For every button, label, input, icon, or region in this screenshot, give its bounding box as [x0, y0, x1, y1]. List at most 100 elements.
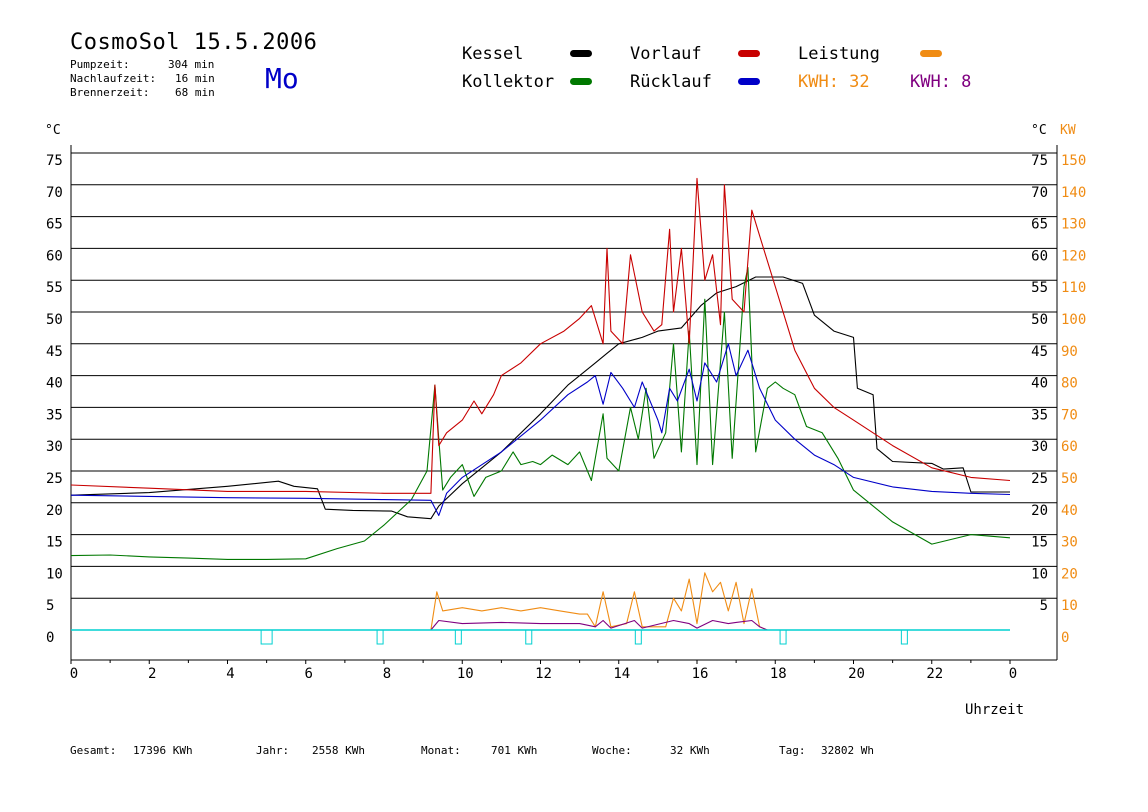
y-left-tick-label: 75: [46, 153, 63, 169]
x-tick-label: 6: [305, 666, 313, 682]
y-right-tick-label: 70: [1031, 185, 1048, 201]
legend-kollektor-label: Kollektor: [462, 72, 555, 92]
x-tick-label: 8: [383, 666, 391, 682]
stat-nachlaufzeit-label: Nachlaufzeit:: [70, 72, 157, 85]
y-right-tick-label: 5: [1040, 598, 1048, 614]
y-right2-tick-label: 110: [1061, 280, 1086, 296]
series-line-kwh-8: [430, 619, 768, 631]
chart-series: [70, 177, 1011, 631]
legend-leistung-label: Leistung: [798, 44, 880, 64]
x-tick-label: 10: [457, 666, 474, 682]
y-left-tick-label: 60: [46, 248, 63, 264]
chart-markers: [71, 629, 1010, 645]
y-right2-tick-label: 100: [1061, 312, 1086, 328]
y-right-tick-label: 10: [1031, 566, 1048, 582]
footer-gesamt-value: 17396 KWh: [133, 744, 193, 757]
footer-jahr-label: Jahr:: [256, 744, 290, 757]
y-right-tick-label: 30: [1031, 439, 1048, 455]
y-right2-tick-label: 10: [1061, 598, 1078, 614]
y-left-tick-label: 40: [46, 376, 63, 392]
y-right-unit: °C: [1031, 123, 1047, 138]
y-right-tick-label: 60: [1031, 248, 1048, 264]
pump-marker: [454, 629, 462, 645]
y-right2-tick-label: 60: [1061, 439, 1078, 455]
legend-kessel-swatch: [570, 50, 592, 57]
series-line-vorlauf: [70, 177, 1011, 494]
y-right2-tick-label: 130: [1061, 217, 1086, 233]
legend-leistung-swatch: [920, 50, 942, 57]
footer-monat-value: 701 KWh: [491, 744, 538, 757]
footer-jahr-value: 2558 KWh: [312, 744, 365, 757]
stat-pumpzeit-label: Pumpzeit:: [70, 58, 130, 71]
y-left-tick-label: 30: [46, 439, 63, 455]
y-right2-tick-label: 0: [1061, 630, 1069, 646]
chart-axes: [70, 145, 1058, 661]
y-right-tick-label: 20: [1031, 503, 1048, 519]
y-right2-tick-label: 40: [1061, 503, 1078, 519]
y-left-tick-label: 35: [46, 407, 63, 423]
y-left-tick-label: 25: [46, 471, 63, 487]
x-tick-label: 14: [613, 666, 630, 682]
chart-ticks: 0510152025303540455055606570755101520253…: [46, 153, 1086, 682]
y-right2-tick-label: 70: [1061, 407, 1078, 423]
y-left-tick-label: 5: [46, 598, 54, 614]
legend-kessel-label: Kessel: [462, 44, 524, 64]
legend-ruecklauf-swatch: [738, 78, 760, 85]
y-right2-tick-label: 90: [1061, 344, 1078, 360]
x-tick-label: 20: [848, 666, 865, 682]
y-right-tick-label: 35: [1031, 407, 1048, 423]
stat-brennerzeit-value: 68 min: [175, 86, 215, 99]
y-right-tick-label: 15: [1031, 535, 1048, 551]
x-tick-label: 18: [770, 666, 787, 682]
y-right-tick-label: 25: [1031, 471, 1048, 487]
series-line-r-cklauf: [70, 343, 1011, 517]
stat-brennerzeit-label: Brennerzeit:: [70, 86, 150, 99]
x-axis-label: Uhrzeit: [965, 702, 1024, 718]
chart-title: CosmoSol 15.5.2006: [70, 30, 318, 55]
legend-kwh-purple: KWH: 8: [910, 72, 972, 92]
y-right-tick-label: 50: [1031, 312, 1048, 328]
y-right-tick-label: 65: [1031, 217, 1048, 233]
footer-woche-value: 32 KWh: [670, 744, 710, 757]
y-left-tick-label: 65: [46, 217, 63, 233]
legend-vorlauf-label: Vorlauf: [630, 44, 702, 64]
chart-grid: [71, 152, 1057, 599]
x-tick-label: 2: [148, 666, 156, 682]
y-left-tick-label: 50: [46, 312, 63, 328]
y-left-tick-label: 70: [46, 185, 63, 201]
y-left-tick-label: 45: [46, 344, 63, 360]
pump-marker: [900, 629, 908, 645]
pump-marker: [779, 629, 787, 645]
y-left-tick-label: 10: [46, 566, 63, 582]
y-right-tick-label: 40: [1031, 376, 1048, 392]
y-left-tick-label: 15: [46, 535, 63, 551]
x-tick-label: 16: [692, 666, 709, 682]
y-right-tick-label: 45: [1031, 344, 1048, 360]
x-tick-label: 4: [226, 666, 234, 682]
weekday-label: Mo: [265, 62, 299, 95]
series-line-leistung: [430, 572, 768, 631]
legend-kwh-orange: KWH: 32: [798, 72, 870, 92]
x-tick-label: 12: [535, 666, 552, 682]
legend-vorlauf-swatch: [738, 50, 760, 57]
y-left-unit: °C: [45, 123, 61, 138]
y-right-tick-label: 75: [1031, 153, 1048, 169]
y-left-tick-label: 55: [46, 280, 63, 296]
y-left-tick-label: 20: [46, 503, 63, 519]
pump-marker: [376, 629, 384, 645]
x-tick-label: 0: [70, 666, 78, 682]
footer-tag-label: Tag:: [779, 744, 806, 757]
y-left-tick-label: 0: [46, 630, 54, 646]
y-right2-tick-label: 140: [1061, 185, 1086, 201]
pump-marker: [634, 629, 642, 645]
legend-kollektor-swatch: [570, 78, 592, 85]
stat-pumpzeit-value: 304 min: [168, 58, 215, 71]
y-right2-tick-label: 20: [1061, 566, 1078, 582]
y-right2-unit: KW: [1060, 123, 1076, 138]
footer-monat-label: Monat:: [421, 744, 461, 757]
x-tick-label: 22: [926, 666, 943, 682]
legend-ruecklauf-label: Rücklauf: [630, 72, 712, 92]
x-tick-label: 0: [1009, 666, 1017, 682]
stat-nachlaufzeit-value: 16 min: [175, 72, 215, 85]
